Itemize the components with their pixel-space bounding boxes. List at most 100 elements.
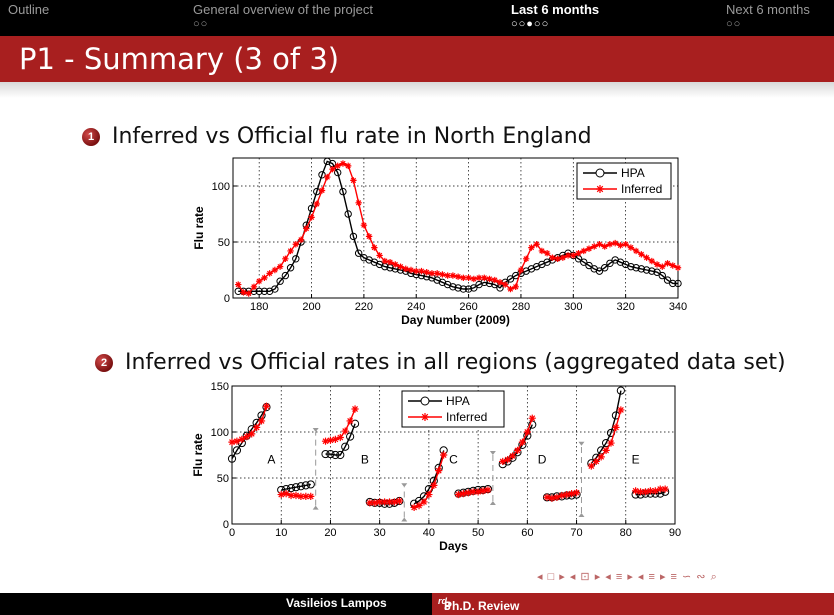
data-point-inferred xyxy=(402,265,409,273)
legend-box xyxy=(401,390,505,428)
nav-section-outline[interactable]: Outline xyxy=(8,0,49,17)
data-point-inferred xyxy=(425,490,433,499)
data-point-inferred xyxy=(390,498,399,506)
data-point-inferred xyxy=(307,492,315,500)
data-point-inferred xyxy=(496,279,504,286)
data-point-inferred xyxy=(646,487,654,495)
x-axis-label: Day Number (2009) xyxy=(401,313,510,327)
x-tick-label: 10 xyxy=(275,527,287,539)
data-point-hpa xyxy=(301,481,310,490)
series-line-hpa xyxy=(325,423,356,456)
data-point-inferred xyxy=(439,271,446,278)
y-tick-label: 0 xyxy=(223,519,229,531)
data-point-inferred xyxy=(395,497,403,505)
data-point-inferred xyxy=(479,487,487,495)
data-point-inferred xyxy=(553,493,561,501)
data-point-inferred xyxy=(601,243,608,250)
data-point-hpa xyxy=(648,267,656,275)
x-tick-label: 340 xyxy=(669,301,687,313)
data-point-inferred xyxy=(365,233,373,240)
legend-marker-inferred xyxy=(596,185,604,193)
slide-title: P1 - Summary (3 of 3) xyxy=(19,42,340,76)
nav-section-overview[interactable]: General overview of the project ○○ xyxy=(193,0,373,30)
data-point-inferred xyxy=(528,244,535,251)
data-point-hpa xyxy=(506,275,515,283)
data-point-hpa xyxy=(232,446,242,455)
nav-progress-dots[interactable]: ○○●○○ xyxy=(511,18,550,30)
data-point-inferred xyxy=(627,244,635,251)
data-point-inferred xyxy=(282,490,290,498)
data-point-hpa xyxy=(464,285,473,293)
data-point-hpa xyxy=(663,276,672,284)
data-point-hpa xyxy=(454,284,462,292)
data-point-inferred xyxy=(572,489,581,497)
legend-label-hpa: HPA xyxy=(621,166,645,180)
data-point-hpa xyxy=(653,268,661,276)
legend-box xyxy=(576,162,672,200)
data-point-inferred xyxy=(504,456,512,464)
data-point-inferred xyxy=(592,457,600,466)
footer-talk-superscript: rd xyxy=(438,596,447,606)
data-point-hpa xyxy=(334,168,342,177)
data-point-inferred xyxy=(617,406,625,414)
nav-section-next-6-months[interactable]: Next 6 months ○○ xyxy=(726,0,810,30)
legend-marker-hpa xyxy=(595,168,605,178)
legend-marker-hpa xyxy=(420,396,430,406)
data-point-inferred xyxy=(430,481,438,489)
series-line-hpa xyxy=(238,160,678,292)
region-label: C xyxy=(449,452,458,466)
data-point-inferred xyxy=(549,254,556,261)
data-point-inferred xyxy=(341,427,349,435)
data-point-inferred xyxy=(597,453,605,461)
data-point-inferred xyxy=(465,274,472,282)
data-point-inferred xyxy=(669,262,676,269)
footer-talk-number: 3 xyxy=(444,599,451,613)
data-point-inferred xyxy=(336,433,344,442)
data-point-inferred xyxy=(376,252,383,259)
data-point-inferred xyxy=(648,257,656,265)
data-point-inferred xyxy=(397,263,404,270)
data-point-inferred xyxy=(321,437,330,445)
data-point-inferred xyxy=(661,485,669,493)
data-point-inferred xyxy=(638,251,645,258)
data-point-inferred xyxy=(656,485,664,493)
data-point-inferred xyxy=(502,281,509,288)
data-point-hpa xyxy=(255,287,263,295)
x-axis-label: Days xyxy=(439,539,468,553)
section-navigation-bar: Outline General overview of the project … xyxy=(0,0,834,36)
beamer-navigation-icons[interactable]: ◂ □ ▸ ◂ ⊡ ▸ ◂ ≡ ▸ ◂ ≡ ▸ ≡ ∽ ∾ ⌕ xyxy=(537,571,718,583)
data-point-inferred xyxy=(548,494,556,502)
data-point-inferred xyxy=(636,488,645,496)
footer-author: Vasileios Lampos xyxy=(286,596,387,610)
data-point-inferred xyxy=(415,502,423,510)
data-point-inferred xyxy=(499,457,507,466)
data-point-hpa xyxy=(296,482,306,491)
data-point-hpa xyxy=(331,450,340,460)
data-point-inferred xyxy=(507,285,514,293)
x-tick-label: 300 xyxy=(564,301,582,313)
data-point-hpa xyxy=(459,285,468,293)
data-point-inferred xyxy=(607,439,615,447)
data-point-hpa xyxy=(291,483,301,492)
region-label: B xyxy=(361,452,369,466)
data-point-hpa xyxy=(354,249,363,257)
data-point-inferred xyxy=(339,160,347,167)
nav-progress-dots[interactable]: ○○ xyxy=(193,18,209,30)
y-axis-label: Flu rate xyxy=(192,206,206,250)
data-point-inferred xyxy=(423,269,430,276)
data-point-inferred xyxy=(611,239,619,247)
nav-section-last-6-months[interactable]: Last 6 months ○○●○○ xyxy=(511,0,599,30)
data-point-inferred xyxy=(543,493,551,501)
data-point-inferred xyxy=(522,255,530,262)
data-point-hpa xyxy=(642,266,651,274)
data-point-inferred xyxy=(257,417,266,425)
data-point-inferred xyxy=(622,241,629,248)
nav-progress-dots[interactable]: ○○ xyxy=(726,18,742,30)
enumerate-item-2: 2 Inferred vs Official rates in all regi… xyxy=(95,350,786,375)
data-point-inferred xyxy=(243,433,251,441)
x-tick-label: 80 xyxy=(620,527,632,539)
data-point-hpa xyxy=(627,262,635,271)
data-point-inferred xyxy=(277,490,285,499)
data-point-inferred xyxy=(418,267,425,275)
